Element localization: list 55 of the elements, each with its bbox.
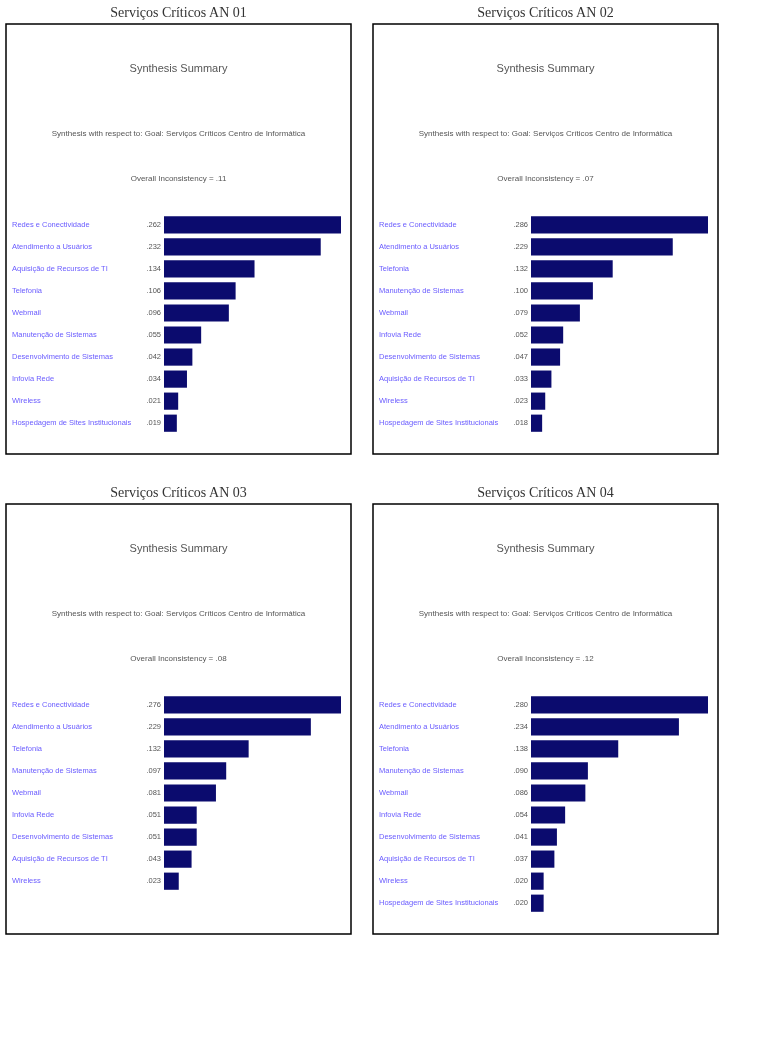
bar bbox=[531, 282, 593, 300]
bar bbox=[164, 238, 321, 256]
bar bbox=[164, 216, 341, 234]
bar bbox=[531, 260, 613, 278]
bar bbox=[164, 828, 197, 846]
bar bbox=[531, 304, 580, 322]
chart-subtitle: Synthesis Summary bbox=[129, 62, 228, 74]
chart-title: Serviços Críticos AN 02 bbox=[477, 5, 614, 20]
bar bbox=[164, 414, 177, 432]
bar bbox=[531, 414, 543, 432]
text: Overall Inconsistency = .12 bbox=[497, 654, 595, 663]
text: Overall Inconsistency = .07 bbox=[497, 174, 595, 183]
bar bbox=[531, 828, 557, 846]
bar bbox=[164, 806, 197, 824]
bar bbox=[531, 806, 566, 824]
chart-title: Serviços Críticos AN 01 bbox=[110, 5, 247, 20]
bar bbox=[164, 348, 193, 366]
text: Overall Inconsistency = .11 bbox=[130, 174, 227, 183]
bar bbox=[531, 348, 561, 366]
bar bbox=[164, 326, 202, 344]
bar bbox=[531, 370, 552, 388]
bar bbox=[531, 850, 555, 868]
text: Overall Inconsistency = .08 bbox=[130, 654, 228, 663]
bar bbox=[531, 216, 708, 234]
bar bbox=[164, 850, 192, 868]
bar bbox=[531, 784, 586, 802]
bar bbox=[164, 370, 187, 388]
bar bbox=[531, 740, 619, 758]
text: Synthesis with respect to: Goal: Serviços Críticos Centro de Informática bbox=[51, 609, 306, 618]
text: Synthesis with respect to: Goal: Serviços Críticos Centro de Informática bbox=[418, 129, 673, 138]
chart-subtitle: Synthesis Summary bbox=[496, 542, 595, 554]
bar bbox=[164, 784, 216, 802]
text: Synthesis with respect to: Goal: Serviços Críticos Centro de Informática bbox=[418, 609, 673, 618]
bar bbox=[531, 696, 708, 714]
bar bbox=[531, 872, 544, 890]
bar bbox=[531, 392, 546, 410]
bar bbox=[164, 392, 179, 410]
bar bbox=[164, 696, 341, 714]
bar bbox=[164, 718, 311, 736]
text: Synthesis with respect to: Goal: Serviços Críticos Centro de Informática bbox=[51, 129, 306, 138]
chart-subtitle: Synthesis Summary bbox=[496, 62, 595, 74]
bar bbox=[531, 762, 588, 780]
chart-title: Serviços Críticos AN 03 bbox=[110, 485, 247, 500]
bar bbox=[164, 872, 179, 890]
bar bbox=[164, 260, 255, 278]
chart-title: Serviços Críticos AN 04 bbox=[477, 485, 614, 500]
bar bbox=[531, 238, 673, 256]
bar bbox=[164, 762, 227, 780]
bar bbox=[164, 282, 236, 300]
chart-subtitle: Synthesis Summary bbox=[129, 542, 228, 554]
bar bbox=[531, 894, 544, 912]
bar bbox=[164, 740, 249, 758]
bar bbox=[531, 718, 679, 736]
bar bbox=[531, 326, 564, 344]
bar bbox=[164, 304, 229, 322]
